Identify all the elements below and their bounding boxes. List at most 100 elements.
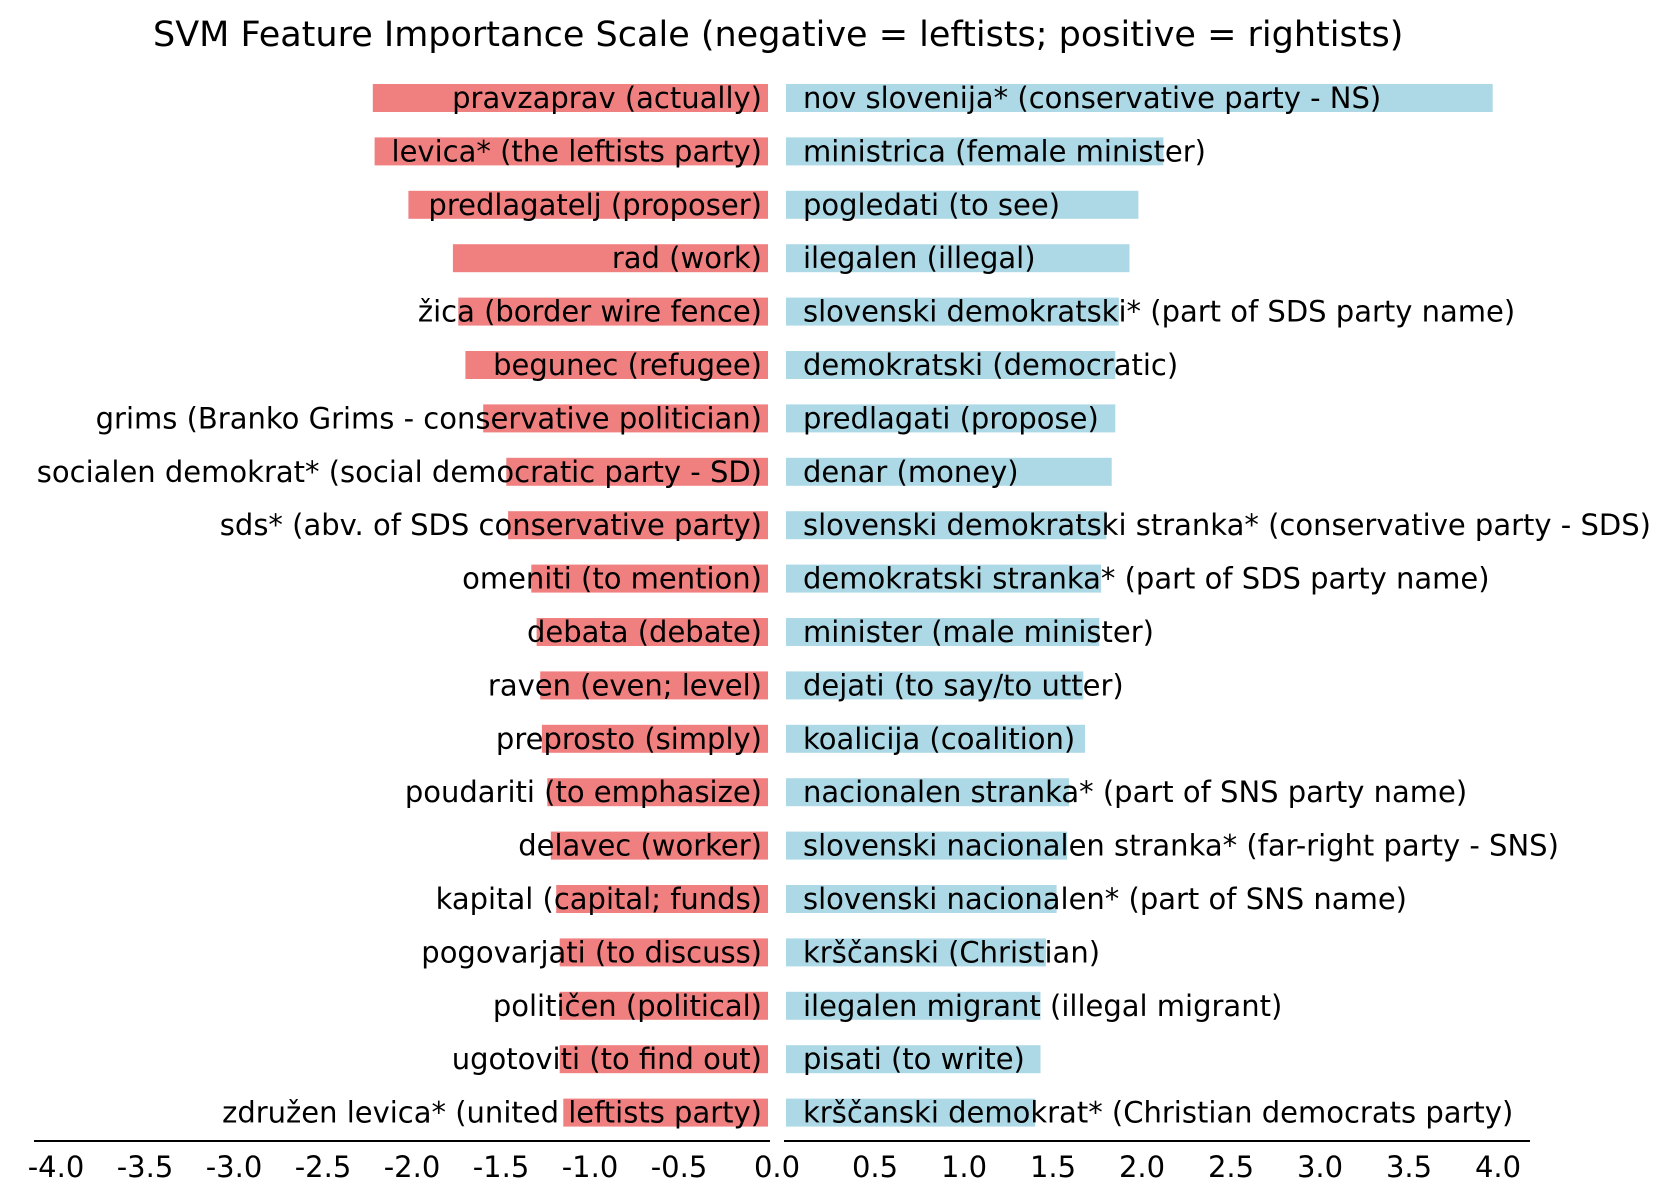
bar-right-16 bbox=[786, 885, 1057, 913]
x-tick-label-17: 4.0 bbox=[1475, 1150, 1521, 1184]
x-axis: -4.0 -3.5 -3.0 -2.5 -2.0 -1.5 -1.0 -0.5 0.0 0.5 1.… bbox=[28, 1140, 1530, 1184]
label-right-5: slovenski demokratski* (part of SDS part… bbox=[803, 295, 1515, 329]
x-tick-label-12: 1.5 bbox=[1030, 1150, 1076, 1184]
label-right-20: krščanski demokrat* (Christian democrats… bbox=[803, 1096, 1513, 1130]
label-left-8: socialen demokrat* (social democratic pa… bbox=[37, 455, 762, 489]
bar-right-3 bbox=[786, 190, 1139, 219]
label-right-2: ministrica (female minister) bbox=[803, 134, 1206, 168]
bar-left-20 bbox=[563, 1098, 768, 1127]
label-left-7: grims (Branko Grims - conservative polit… bbox=[96, 401, 762, 435]
bar-right-15 bbox=[786, 831, 1068, 860]
x-tick-label-16: 3.5 bbox=[1386, 1150, 1432, 1184]
label-right-4: ilegalen (illegal) bbox=[803, 241, 1036, 275]
bar-right-19 bbox=[786, 1045, 1041, 1074]
bar-right-11 bbox=[786, 618, 1100, 646]
label-right-6: demokratski (democratic) bbox=[803, 348, 1178, 382]
bar-right-17 bbox=[786, 938, 1046, 967]
bar-left-14 bbox=[547, 778, 768, 807]
label-left-4: rad (work) bbox=[612, 241, 762, 275]
label-left-10: omeniti (to mention) bbox=[462, 562, 762, 596]
label-left-16: kapital (capital; funds) bbox=[436, 882, 762, 916]
x-tick-label-1: -4.0 bbox=[28, 1150, 85, 1184]
label-right-3: pogledati (to see) bbox=[803, 188, 1060, 222]
label-right-7: predlagati (propose) bbox=[803, 401, 1099, 435]
bar-right-10 bbox=[786, 564, 1102, 593]
bar-right-18 bbox=[786, 991, 1041, 1020]
bars-layer bbox=[372, 84, 1493, 1127]
label-left-14: poudariti (to emphasize) bbox=[405, 775, 762, 809]
label-left-13: preprosto (simply) bbox=[496, 722, 762, 756]
x-tick-label-14: 2.5 bbox=[1208, 1150, 1254, 1184]
bar-left-9 bbox=[508, 511, 768, 540]
x-tick-label-13: 2.0 bbox=[1119, 1150, 1165, 1184]
label-left-6: begunec (refugee) bbox=[493, 348, 762, 382]
bar-left-8 bbox=[506, 457, 768, 486]
bar-left-11 bbox=[536, 618, 768, 646]
x-tick-label-4: -2.5 bbox=[295, 1150, 352, 1184]
label-right-12: dejati (to say/to utter) bbox=[803, 668, 1124, 702]
bar-left-5 bbox=[458, 297, 768, 326]
bar-right-2 bbox=[786, 137, 1164, 166]
bar-right-7 bbox=[786, 404, 1116, 433]
bar-left-1 bbox=[372, 84, 768, 112]
x-tick-label-7: -1.0 bbox=[562, 1150, 619, 1184]
bar-right-1 bbox=[786, 84, 1493, 112]
x-tick-label-8: -0.5 bbox=[651, 1150, 708, 1184]
bar-right-5 bbox=[786, 297, 1119, 326]
label-right-1: nov slovenija* (conservative party - NS) bbox=[803, 81, 1381, 115]
bar-left-7 bbox=[483, 404, 768, 433]
bar-left-13 bbox=[541, 724, 768, 753]
bar-left-10 bbox=[531, 564, 768, 593]
label-left-3: predlagatelj (proposer) bbox=[428, 188, 762, 222]
bar-left-19 bbox=[559, 1045, 768, 1074]
x-tick-label-15: 3.0 bbox=[1297, 1150, 1343, 1184]
labels-layer: pravzaprav (actually) levica* (the leftis… bbox=[37, 81, 1651, 1130]
label-right-17: krščanski (Christian) bbox=[803, 935, 1100, 969]
label-right-9: slovenski demokratski stranka* (conserva… bbox=[803, 508, 1651, 542]
label-left-19: ugotoviti (to find out) bbox=[452, 1042, 762, 1076]
x-tick-label-2: -3.5 bbox=[117, 1150, 174, 1184]
bar-left-15 bbox=[550, 831, 768, 860]
label-left-20: združen levica* (united leftists party) bbox=[222, 1096, 762, 1130]
bar-right-8 bbox=[786, 457, 1112, 486]
bar-right-6 bbox=[786, 351, 1116, 379]
bar-left-12 bbox=[540, 671, 768, 700]
label-left-5: žica (border wire fence) bbox=[418, 295, 762, 329]
label-left-11: debata (debate) bbox=[527, 615, 762, 649]
bar-right-4 bbox=[786, 244, 1130, 273]
bar-left-3 bbox=[408, 190, 768, 219]
label-right-10: demokratski stranka* (part of SDS party … bbox=[803, 562, 1490, 596]
x-tick-label-9: 0.0 bbox=[754, 1150, 800, 1184]
bar-left-16 bbox=[556, 885, 768, 913]
label-right-8: denar (money) bbox=[803, 455, 1019, 489]
chart-title: SVM Feature Importance Scale (negative =… bbox=[153, 15, 1403, 55]
label-left-9: sds* (abv. of SDS conservative party) bbox=[220, 508, 762, 542]
bar-right-12 bbox=[786, 671, 1084, 700]
label-right-14: nacionalen stranka* (part of SNS party n… bbox=[803, 775, 1467, 809]
x-tick-label-6: -1.5 bbox=[473, 1150, 530, 1184]
label-right-19: pisati (to write) bbox=[803, 1042, 1025, 1076]
bar-left-6 bbox=[465, 351, 768, 379]
label-left-18: političen (political) bbox=[493, 989, 762, 1023]
x-tick-label-5: -2.0 bbox=[384, 1150, 441, 1184]
label-left-15: delavec (worker) bbox=[518, 829, 762, 863]
label-right-11: minister (male minister) bbox=[803, 615, 1154, 649]
label-left-2: levica* (the leftists party) bbox=[392, 134, 762, 168]
bar-right-9 bbox=[786, 511, 1107, 540]
bar-left-4 bbox=[452, 244, 768, 273]
bar-right-14 bbox=[786, 778, 1069, 807]
label-right-18: ilegalen migrant (illegal migrant) bbox=[803, 989, 1282, 1023]
label-right-15: slovenski nacionalen stranka* (far-right… bbox=[803, 829, 1559, 863]
bar-left-2 bbox=[374, 137, 768, 166]
bar-right-20 bbox=[786, 1098, 1036, 1127]
label-right-16: slovenski nacionalen* (part of SNS name) bbox=[803, 882, 1407, 916]
x-tick-label-3: -3.0 bbox=[206, 1150, 263, 1184]
label-left-17: pogovarjati (to discuss) bbox=[421, 935, 762, 969]
bar-left-17 bbox=[559, 938, 768, 967]
label-left-1: pravzaprav (actually) bbox=[452, 81, 762, 115]
label-right-13: koalicija (coalition) bbox=[803, 722, 1075, 756]
x-tick-label-10: 0.5 bbox=[852, 1150, 898, 1184]
label-left-12: raven (even; level) bbox=[488, 668, 762, 702]
